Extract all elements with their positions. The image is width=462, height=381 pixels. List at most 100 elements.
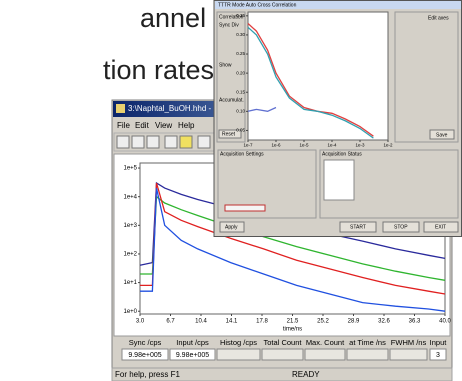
x-tick-label: 25.2 xyxy=(317,319,329,325)
field-box xyxy=(389,348,428,361)
field-label: Input xyxy=(430,338,448,347)
y-tick-label: 0.10 xyxy=(236,109,245,114)
button-label[interactable]: EXIT xyxy=(435,224,446,230)
tool-button[interactable] xyxy=(116,135,130,149)
x-tick-label: 14.1 xyxy=(226,319,238,325)
button-label[interactable]: Apply xyxy=(225,224,238,230)
x-tick-label: 17.8 xyxy=(256,319,268,325)
field-label: Sync /cps xyxy=(129,338,162,347)
button-label[interactable]: START xyxy=(350,224,366,230)
panel-label: Show xyxy=(219,62,232,68)
tool-button[interactable] xyxy=(146,135,160,149)
x-tick-label: 1e-7 xyxy=(243,143,253,148)
x-tick-label: 1e-6 xyxy=(271,143,281,148)
button[interactable] xyxy=(423,221,459,233)
heading-line: tion rates xyxy=(103,55,214,85)
y-tick-label: 0.35 xyxy=(236,13,245,18)
menu-item[interactable]: Edit xyxy=(135,121,150,130)
field-box xyxy=(121,348,169,361)
tool-button[interactable] xyxy=(197,135,211,149)
tool-button[interactable] xyxy=(164,135,178,149)
status-bar xyxy=(111,367,453,381)
data-line xyxy=(247,26,374,139)
status-fields: Sync /cps 9.98e+005 Input /cps 9.98e+005 His… xyxy=(121,338,448,361)
group-box xyxy=(217,149,317,219)
y-tick-label: 1e+3 xyxy=(123,223,137,229)
data-line xyxy=(140,187,446,312)
input-rates-box xyxy=(323,159,355,201)
message-box xyxy=(224,204,266,212)
x-tick-label: 36.3 xyxy=(409,319,421,325)
heading-line: annel xyxy=(140,3,206,33)
field-box xyxy=(346,348,389,361)
button-label[interactable]: Save xyxy=(436,132,448,138)
inset-window: TTTR Mode Auto Cross Correlation Correla… xyxy=(213,0,462,237)
data-line xyxy=(140,182,446,295)
x-tick-label: 6.7 xyxy=(166,319,175,325)
field-label: FWHM /ns xyxy=(391,338,427,347)
field-box xyxy=(304,348,346,361)
field-label: Max. Count xyxy=(306,338,345,347)
field-box xyxy=(169,348,216,361)
group-title: Acquisition Settings xyxy=(220,151,264,157)
app-icon xyxy=(116,104,125,113)
x-axis-label: time/ns xyxy=(283,327,302,333)
panel-label: Accumulat. xyxy=(219,97,244,103)
plot-area xyxy=(247,11,389,141)
field-value: 3 xyxy=(436,352,440,359)
field-box xyxy=(216,348,261,361)
field-value: 9.98e+005 xyxy=(128,352,161,359)
button[interactable] xyxy=(219,221,245,233)
right-panel xyxy=(394,11,459,143)
y-tick-label: 1e+2 xyxy=(123,252,137,258)
title-bar xyxy=(215,1,461,9)
panel-label: Correlation xyxy=(219,14,244,20)
tool-button[interactable] xyxy=(131,135,145,149)
field-value: 9.98e+005 xyxy=(176,352,209,359)
button[interactable] xyxy=(218,129,242,139)
y-tick-label: 0.30 xyxy=(236,32,245,37)
field-box xyxy=(261,348,304,361)
field-box xyxy=(429,348,447,361)
group-title: Acquisition Status xyxy=(322,151,362,157)
window-title: TTTR Mode Auto Cross Correlation xyxy=(218,2,297,8)
field-label: at Time /ns xyxy=(349,338,386,347)
y-tick-label: 1e+1 xyxy=(123,280,137,286)
button[interactable] xyxy=(429,129,455,140)
x-tick-label: 21.5 xyxy=(287,319,299,325)
menu-item[interactable]: View xyxy=(155,121,172,130)
field-label: Histog /cps xyxy=(220,338,257,347)
status-text: For help, press F1 xyxy=(115,370,180,379)
x-tick-label: 1e-3 xyxy=(355,143,365,148)
panel-label: Sync Div xyxy=(219,22,239,28)
button[interactable] xyxy=(339,221,377,233)
x-tick-label: 40.0 xyxy=(439,319,451,325)
data-line xyxy=(247,106,277,112)
button[interactable] xyxy=(382,221,420,233)
y-tick-label: 0.20 xyxy=(236,70,245,75)
y-tick-label: 0.05 xyxy=(236,128,245,133)
x-tick-label: 28.9 xyxy=(348,319,360,325)
field-label: Input /cps xyxy=(176,338,209,347)
button-label[interactable]: Reset xyxy=(222,131,236,137)
x-tick-label: 32.6 xyxy=(378,319,390,325)
x-tick-label: 1e-4 xyxy=(327,143,337,148)
menu-item[interactable]: File xyxy=(117,121,130,130)
field-label: Total Count xyxy=(264,338,303,347)
y-tick-label: 1e+0 xyxy=(123,309,137,315)
y-tick-label: 1e+5 xyxy=(123,166,137,172)
button-label[interactable]: STOP xyxy=(394,224,408,230)
window-title: 3:\Naphtal_BuOH.hhd - HydraHarp xyxy=(128,104,253,113)
panel-label: Edit axes xyxy=(428,15,449,21)
y-tick-label: 0.25 xyxy=(236,51,245,56)
tool-button[interactable] xyxy=(179,135,193,149)
y-tick-label: 0.15 xyxy=(236,89,245,94)
x-tick-label: 1e-5 xyxy=(299,143,309,148)
data-line xyxy=(247,23,374,137)
x-tick-label: 10.4 xyxy=(195,319,207,325)
x-tick-label: 1e-2 xyxy=(383,143,393,148)
status-text: READY xyxy=(292,370,320,379)
menu-item[interactable]: Help xyxy=(178,121,195,130)
